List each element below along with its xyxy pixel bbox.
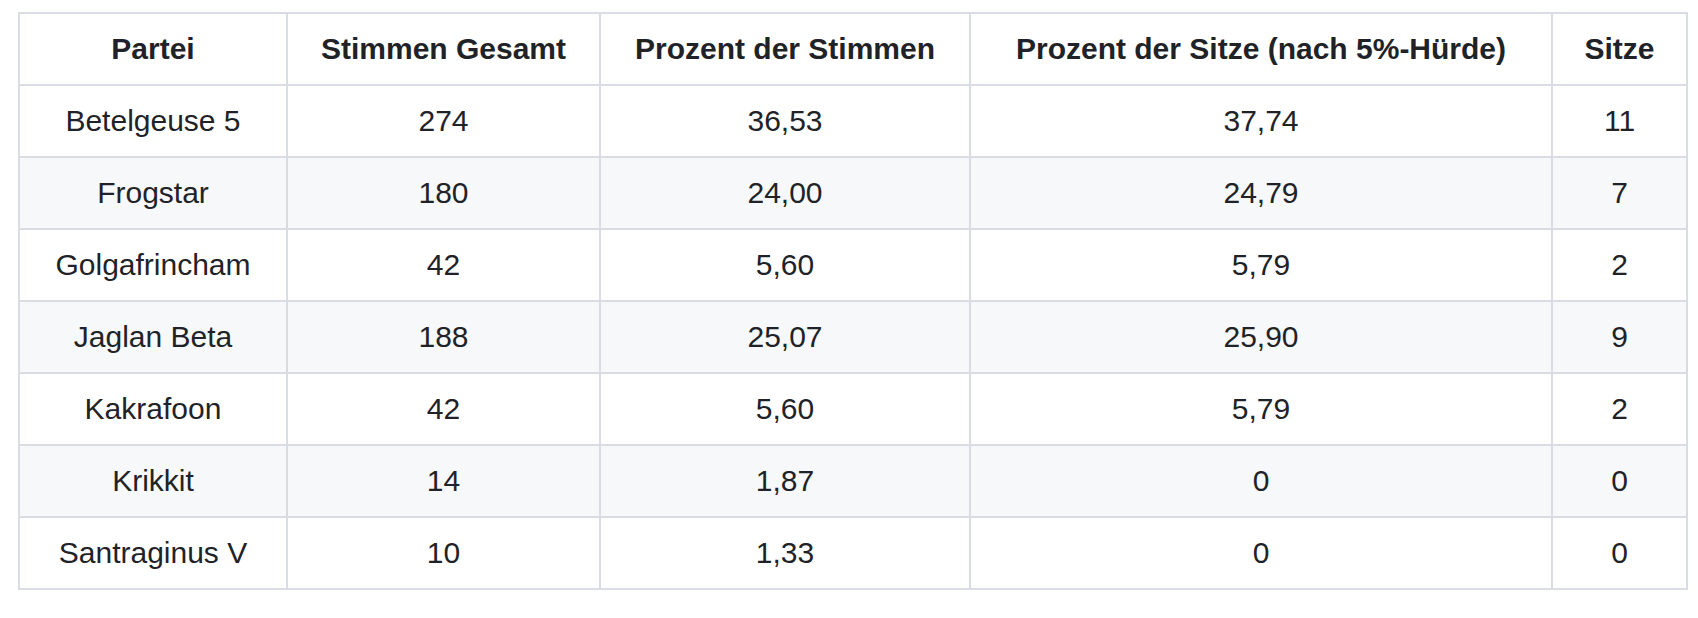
cell-stimmen-gesamt: 14 <box>287 445 600 517</box>
cell-stimmen-gesamt: 188 <box>287 301 600 373</box>
table-row: Golgafrincham 42 5,60 5,79 2 <box>19 229 1687 301</box>
cell-prozent-der-stimmen: 1,87 <box>600 445 970 517</box>
table-row: Partei Stimmen Gesamt Prozent der Stimme… <box>19 13 1687 85</box>
cell-prozent-der-stimmen: 5,60 <box>600 229 970 301</box>
cell-sitze: 0 <box>1552 517 1687 589</box>
cell-partei: Santraginus V <box>19 517 287 589</box>
table-row: Santraginus V 10 1,33 0 0 <box>19 517 1687 589</box>
cell-prozent-der-sitze: 25,90 <box>970 301 1552 373</box>
column-header-partei: Partei <box>19 13 287 85</box>
cell-prozent-der-stimmen: 25,07 <box>600 301 970 373</box>
cell-prozent-der-stimmen: 36,53 <box>600 85 970 157</box>
cell-prozent-der-sitze: 24,79 <box>970 157 1552 229</box>
cell-stimmen-gesamt: 42 <box>287 373 600 445</box>
table-row: Betelgeuse 5 274 36,53 37,74 11 <box>19 85 1687 157</box>
cell-sitze: 9 <box>1552 301 1687 373</box>
cell-prozent-der-sitze: 5,79 <box>970 373 1552 445</box>
column-header-stimmen-gesamt: Stimmen Gesamt <box>287 13 600 85</box>
cell-stimmen-gesamt: 10 <box>287 517 600 589</box>
cell-prozent-der-sitze: 0 <box>970 517 1552 589</box>
cell-stimmen-gesamt: 42 <box>287 229 600 301</box>
cell-sitze: 2 <box>1552 373 1687 445</box>
column-header-prozent-der-sitze: Prozent der Sitze (nach 5%-Hürde) <box>970 13 1552 85</box>
column-header-sitze: Sitze <box>1552 13 1687 85</box>
table-row: Kakrafoon 42 5,60 5,79 2 <box>19 373 1687 445</box>
table-body: Betelgeuse 5 274 36,53 37,74 11 Frogstar… <box>19 85 1687 589</box>
column-header-prozent-der-stimmen: Prozent der Stimmen <box>600 13 970 85</box>
cell-sitze: 0 <box>1552 445 1687 517</box>
cell-sitze: 11 <box>1552 85 1687 157</box>
cell-stimmen-gesamt: 180 <box>287 157 600 229</box>
results-table: Partei Stimmen Gesamt Prozent der Stimme… <box>18 12 1688 590</box>
cell-partei: Kakrafoon <box>19 373 287 445</box>
table-row: Jaglan Beta 188 25,07 25,90 9 <box>19 301 1687 373</box>
cell-sitze: 2 <box>1552 229 1687 301</box>
table-row: Frogstar 180 24,00 24,79 7 <box>19 157 1687 229</box>
table-header-row: Partei Stimmen Gesamt Prozent der Stimme… <box>19 13 1687 85</box>
cell-partei: Golgafrincham <box>19 229 287 301</box>
cell-stimmen-gesamt: 274 <box>287 85 600 157</box>
cell-partei: Krikkit <box>19 445 287 517</box>
table-row: Krikkit 14 1,87 0 0 <box>19 445 1687 517</box>
cell-prozent-der-stimmen: 1,33 <box>600 517 970 589</box>
cell-partei: Frogstar <box>19 157 287 229</box>
cell-prozent-der-sitze: 37,74 <box>970 85 1552 157</box>
cell-sitze: 7 <box>1552 157 1687 229</box>
cell-partei: Betelgeuse 5 <box>19 85 287 157</box>
cell-prozent-der-stimmen: 5,60 <box>600 373 970 445</box>
page: Partei Stimmen Gesamt Prozent der Stimme… <box>0 0 1698 618</box>
cell-prozent-der-sitze: 0 <box>970 445 1552 517</box>
cell-partei: Jaglan Beta <box>19 301 287 373</box>
cell-prozent-der-stimmen: 24,00 <box>600 157 970 229</box>
cell-prozent-der-sitze: 5,79 <box>970 229 1552 301</box>
